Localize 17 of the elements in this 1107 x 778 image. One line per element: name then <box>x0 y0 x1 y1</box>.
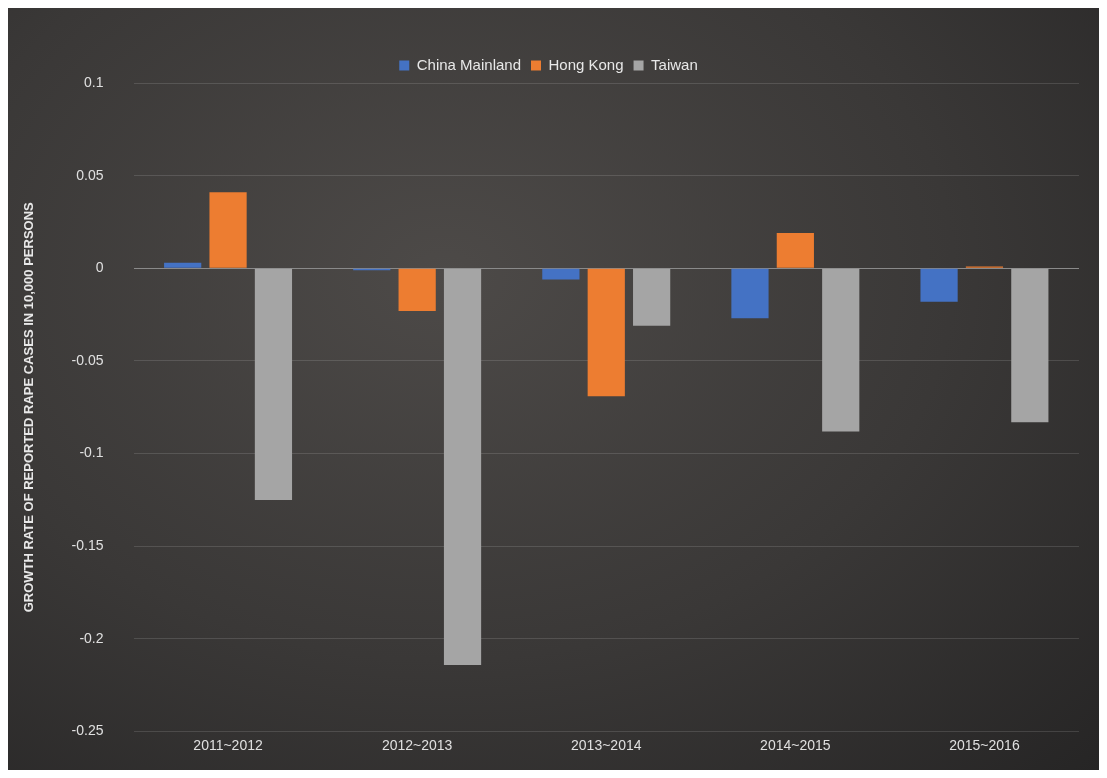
x-tick-label: 2015~2016 <box>949 736 1020 753</box>
x-tick-label: 2014~2015 <box>760 736 831 753</box>
y-tick-label: 0 <box>95 259 104 276</box>
y-tick-label: -0.25 <box>71 722 104 739</box>
y-tick-label: 0.05 <box>76 166 104 183</box>
legend-label: Taiwan <box>651 55 698 73</box>
legend-label: Hong Kong <box>548 55 624 73</box>
x-tick-label: 2013~2014 <box>571 736 642 753</box>
y-tick-label: -0.2 <box>79 629 104 646</box>
x-tick-label: 2011~2012 <box>193 736 263 753</box>
y-tick-label: -0.15 <box>71 537 104 554</box>
y-tick-label: 0.1 <box>84 73 104 90</box>
y-tick-label: -0.05 <box>71 351 104 368</box>
legend-label: China Mainland <box>416 55 521 73</box>
y-axis-title: GROWTH RATE OF REPORTED RAPE CASES IN 10,000 PERSONS <box>21 201 37 613</box>
x-tick-label: 2012~2013 <box>381 736 453 753</box>
y-tick-label: -0.1 <box>79 444 104 461</box>
